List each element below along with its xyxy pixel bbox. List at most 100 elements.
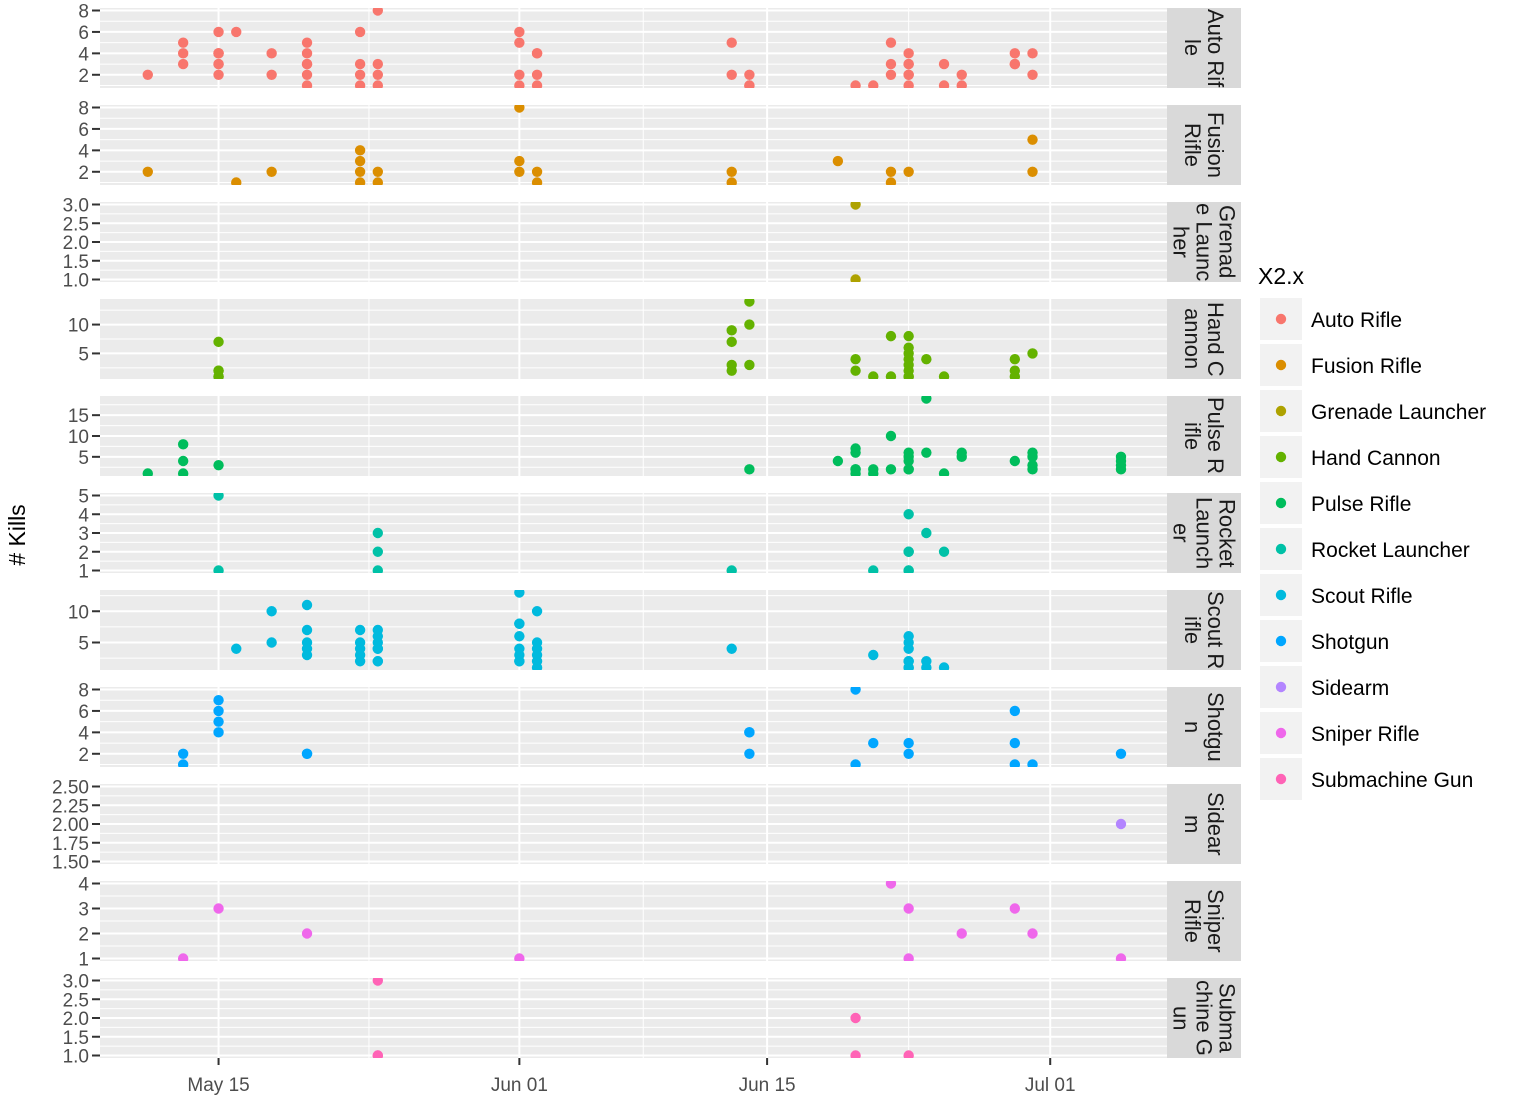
points-group: [142, 396, 1127, 476]
y-tick-label: 4: [78, 505, 89, 526]
y-tick-label: 5: [78, 634, 89, 655]
data-point: [726, 37, 737, 48]
data-point: [850, 80, 861, 88]
data-point: [372, 1050, 384, 1058]
data-point: [1027, 759, 1038, 767]
data-point: [301, 48, 313, 59]
data-point: [514, 166, 525, 177]
data-point: [354, 26, 366, 38]
y-tick-label: 3: [78, 524, 89, 545]
panel-background: [100, 590, 1167, 670]
data-point: [177, 58, 189, 70]
data-point: [142, 166, 153, 177]
data-point: [1009, 903, 1021, 914]
data-point: [726, 177, 737, 185]
legend-item: Pulse Rifle: [1260, 482, 1411, 524]
data-point: [213, 493, 224, 501]
facet-strip-label: Rocket Launcher: [1168, 496, 1240, 570]
legend-label: Sniper Rifle: [1311, 723, 1420, 746]
facet-strip: Pulse Rifle: [1167, 396, 1241, 476]
data-point: [850, 468, 861, 476]
data-point: [868, 80, 879, 88]
data-point: [885, 37, 897, 48]
facet-strip: Auto Rifle: [1167, 8, 1241, 88]
legend-item: Auto Rifle: [1260, 298, 1402, 340]
data-point: [372, 80, 384, 88]
data-point: [726, 643, 737, 654]
data-point: [832, 155, 844, 167]
data-point: [1009, 759, 1021, 767]
data-point: [372, 546, 384, 557]
y-tick-label: 8: [78, 681, 89, 702]
data-point: [903, 69, 914, 80]
facet-strip: Submachine Gun: [1167, 978, 1241, 1058]
data-point: [531, 166, 543, 177]
y-tick-label: 5: [78, 448, 89, 469]
points-group: [177, 687, 1127, 767]
data-point: [266, 637, 277, 648]
data-point: [850, 1050, 861, 1058]
data-point: [213, 565, 224, 573]
legend-swatch: [1275, 451, 1287, 463]
y-tick-label: 10: [68, 602, 89, 623]
y-tick-label: 6: [78, 702, 89, 723]
data-point: [956, 928, 967, 939]
data-point: [903, 662, 914, 670]
points-group: [213, 493, 950, 573]
facet-strip-label: Shotgun: [1180, 692, 1228, 762]
y-tick-label: 10: [68, 427, 89, 448]
legend-swatch: [1275, 497, 1287, 509]
data-point: [514, 631, 525, 642]
data-point: [266, 48, 277, 59]
data-point: [903, 953, 914, 961]
data-point: [231, 177, 242, 185]
data-point: [885, 166, 897, 177]
data-point: [921, 662, 932, 670]
data-point: [903, 1050, 914, 1058]
data-point: [213, 371, 224, 379]
facet-panel: 5 10: [68, 590, 1167, 670]
y-tick-label: 4: [78, 44, 89, 65]
x-tick-label: May 15: [187, 1075, 249, 1096]
data-point: [514, 155, 525, 167]
data-point: [903, 371, 914, 379]
data-point: [850, 274, 861, 282]
facet-strip-label: Hand Cannon: [1180, 301, 1228, 377]
data-point: [744, 319, 755, 330]
data-point: [885, 371, 897, 379]
facet-strip: Rocket Launcher: [1167, 493, 1241, 573]
legend-swatch: [1275, 313, 1287, 325]
legend-swatch: [1275, 773, 1287, 785]
data-point: [354, 69, 366, 80]
data-point: [921, 396, 932, 404]
facet-strip-label: Sniper Rifle: [1180, 889, 1228, 953]
data-point: [266, 606, 277, 617]
points-group: [177, 881, 1127, 961]
y-tick-label: 2.5: [63, 214, 89, 235]
data-point: [1009, 737, 1021, 749]
data-point: [903, 903, 914, 914]
data-point: [1027, 464, 1038, 475]
panel-background: [100, 105, 1167, 185]
data-point: [885, 881, 897, 889]
data-point: [903, 48, 914, 59]
data-point: [921, 447, 932, 458]
legend: X2.x Auto Rifle Fusion Rifle Grenade Launch…: [1258, 263, 1486, 800]
facet-strip: Scout Rifle: [1167, 590, 1241, 670]
legend-label: Shotgun: [1311, 631, 1389, 654]
y-tick-label: 1: [78, 950, 89, 971]
data-point: [903, 748, 914, 759]
data-point: [301, 599, 313, 611]
y-tick-label: 2.25: [52, 796, 89, 817]
data-point: [726, 325, 737, 336]
legend-label: Sidearm: [1311, 677, 1389, 700]
y-axis-title: # Kills: [4, 504, 30, 565]
data-point: [372, 565, 384, 573]
data-point: [213, 336, 224, 348]
data-point: [177, 468, 189, 476]
points-group: [142, 8, 1038, 88]
legend-label: Fusion Rifle: [1311, 355, 1422, 378]
data-point: [903, 565, 914, 573]
data-point: [531, 80, 543, 88]
